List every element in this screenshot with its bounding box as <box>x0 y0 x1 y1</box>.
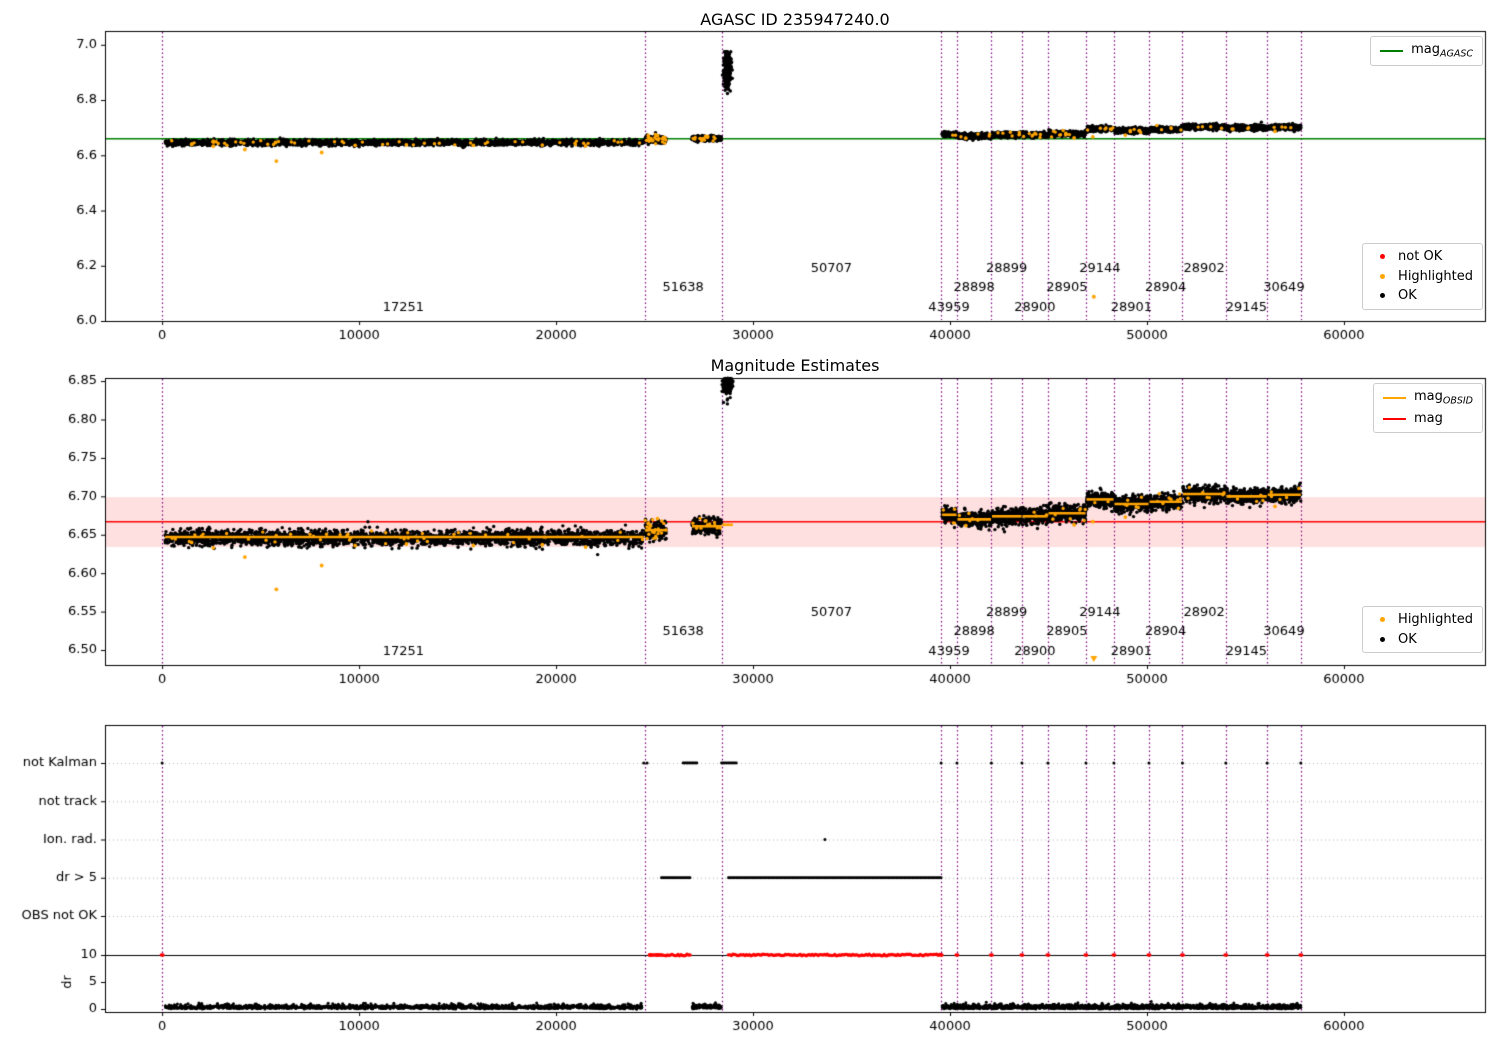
legend-item: magAGASC <box>1380 42 1473 60</box>
legend-marker-sample <box>1380 273 1386 279</box>
legend-label: not OK <box>1398 249 1443 264</box>
legend-line-sample <box>1382 417 1406 420</box>
legend-marker-sample <box>1380 254 1386 260</box>
legend-item: OK <box>1372 632 1473 648</box>
plot1-legend-markers: not OK Highlighted OK <box>1362 243 1483 310</box>
legend-marker-sample <box>1380 293 1386 299</box>
plot2-title: Magnitude Estimates <box>710 356 880 375</box>
legend-label: Highlighted <box>1398 268 1473 284</box>
legend-label: mag <box>1413 410 1443 426</box>
legend-item: Highlighted <box>1372 269 1473 285</box>
legend-label: magOBSID <box>1413 389 1473 407</box>
plot2-legend-lines: magOBSID mag <box>1372 383 1483 433</box>
legend-item: OK <box>1372 288 1473 304</box>
legend-item: magOBSID <box>1382 389 1473 407</box>
plot1-title: AGASC ID 235947240.0 <box>700 10 890 29</box>
legend-line-sample <box>1380 49 1404 52</box>
legend-label: magAGASC <box>1411 42 1473 60</box>
legend-marker-sample <box>1380 617 1386 623</box>
legend-label: OK <box>1398 631 1417 647</box>
legend-label: OK <box>1398 288 1417 304</box>
legend-item: Highlighted <box>1372 612 1473 628</box>
legend-item: not OK <box>1372 249 1473 265</box>
legend-item: mag <box>1382 410 1473 427</box>
plot2-legend-markers: Highlighted OK <box>1362 606 1483 654</box>
plot1-legend-mag-agasc: magAGASC <box>1370 36 1483 66</box>
legend-line-sample <box>1382 396 1406 399</box>
legend-label: Highlighted <box>1398 612 1473 627</box>
legend-marker-sample <box>1380 636 1386 642</box>
